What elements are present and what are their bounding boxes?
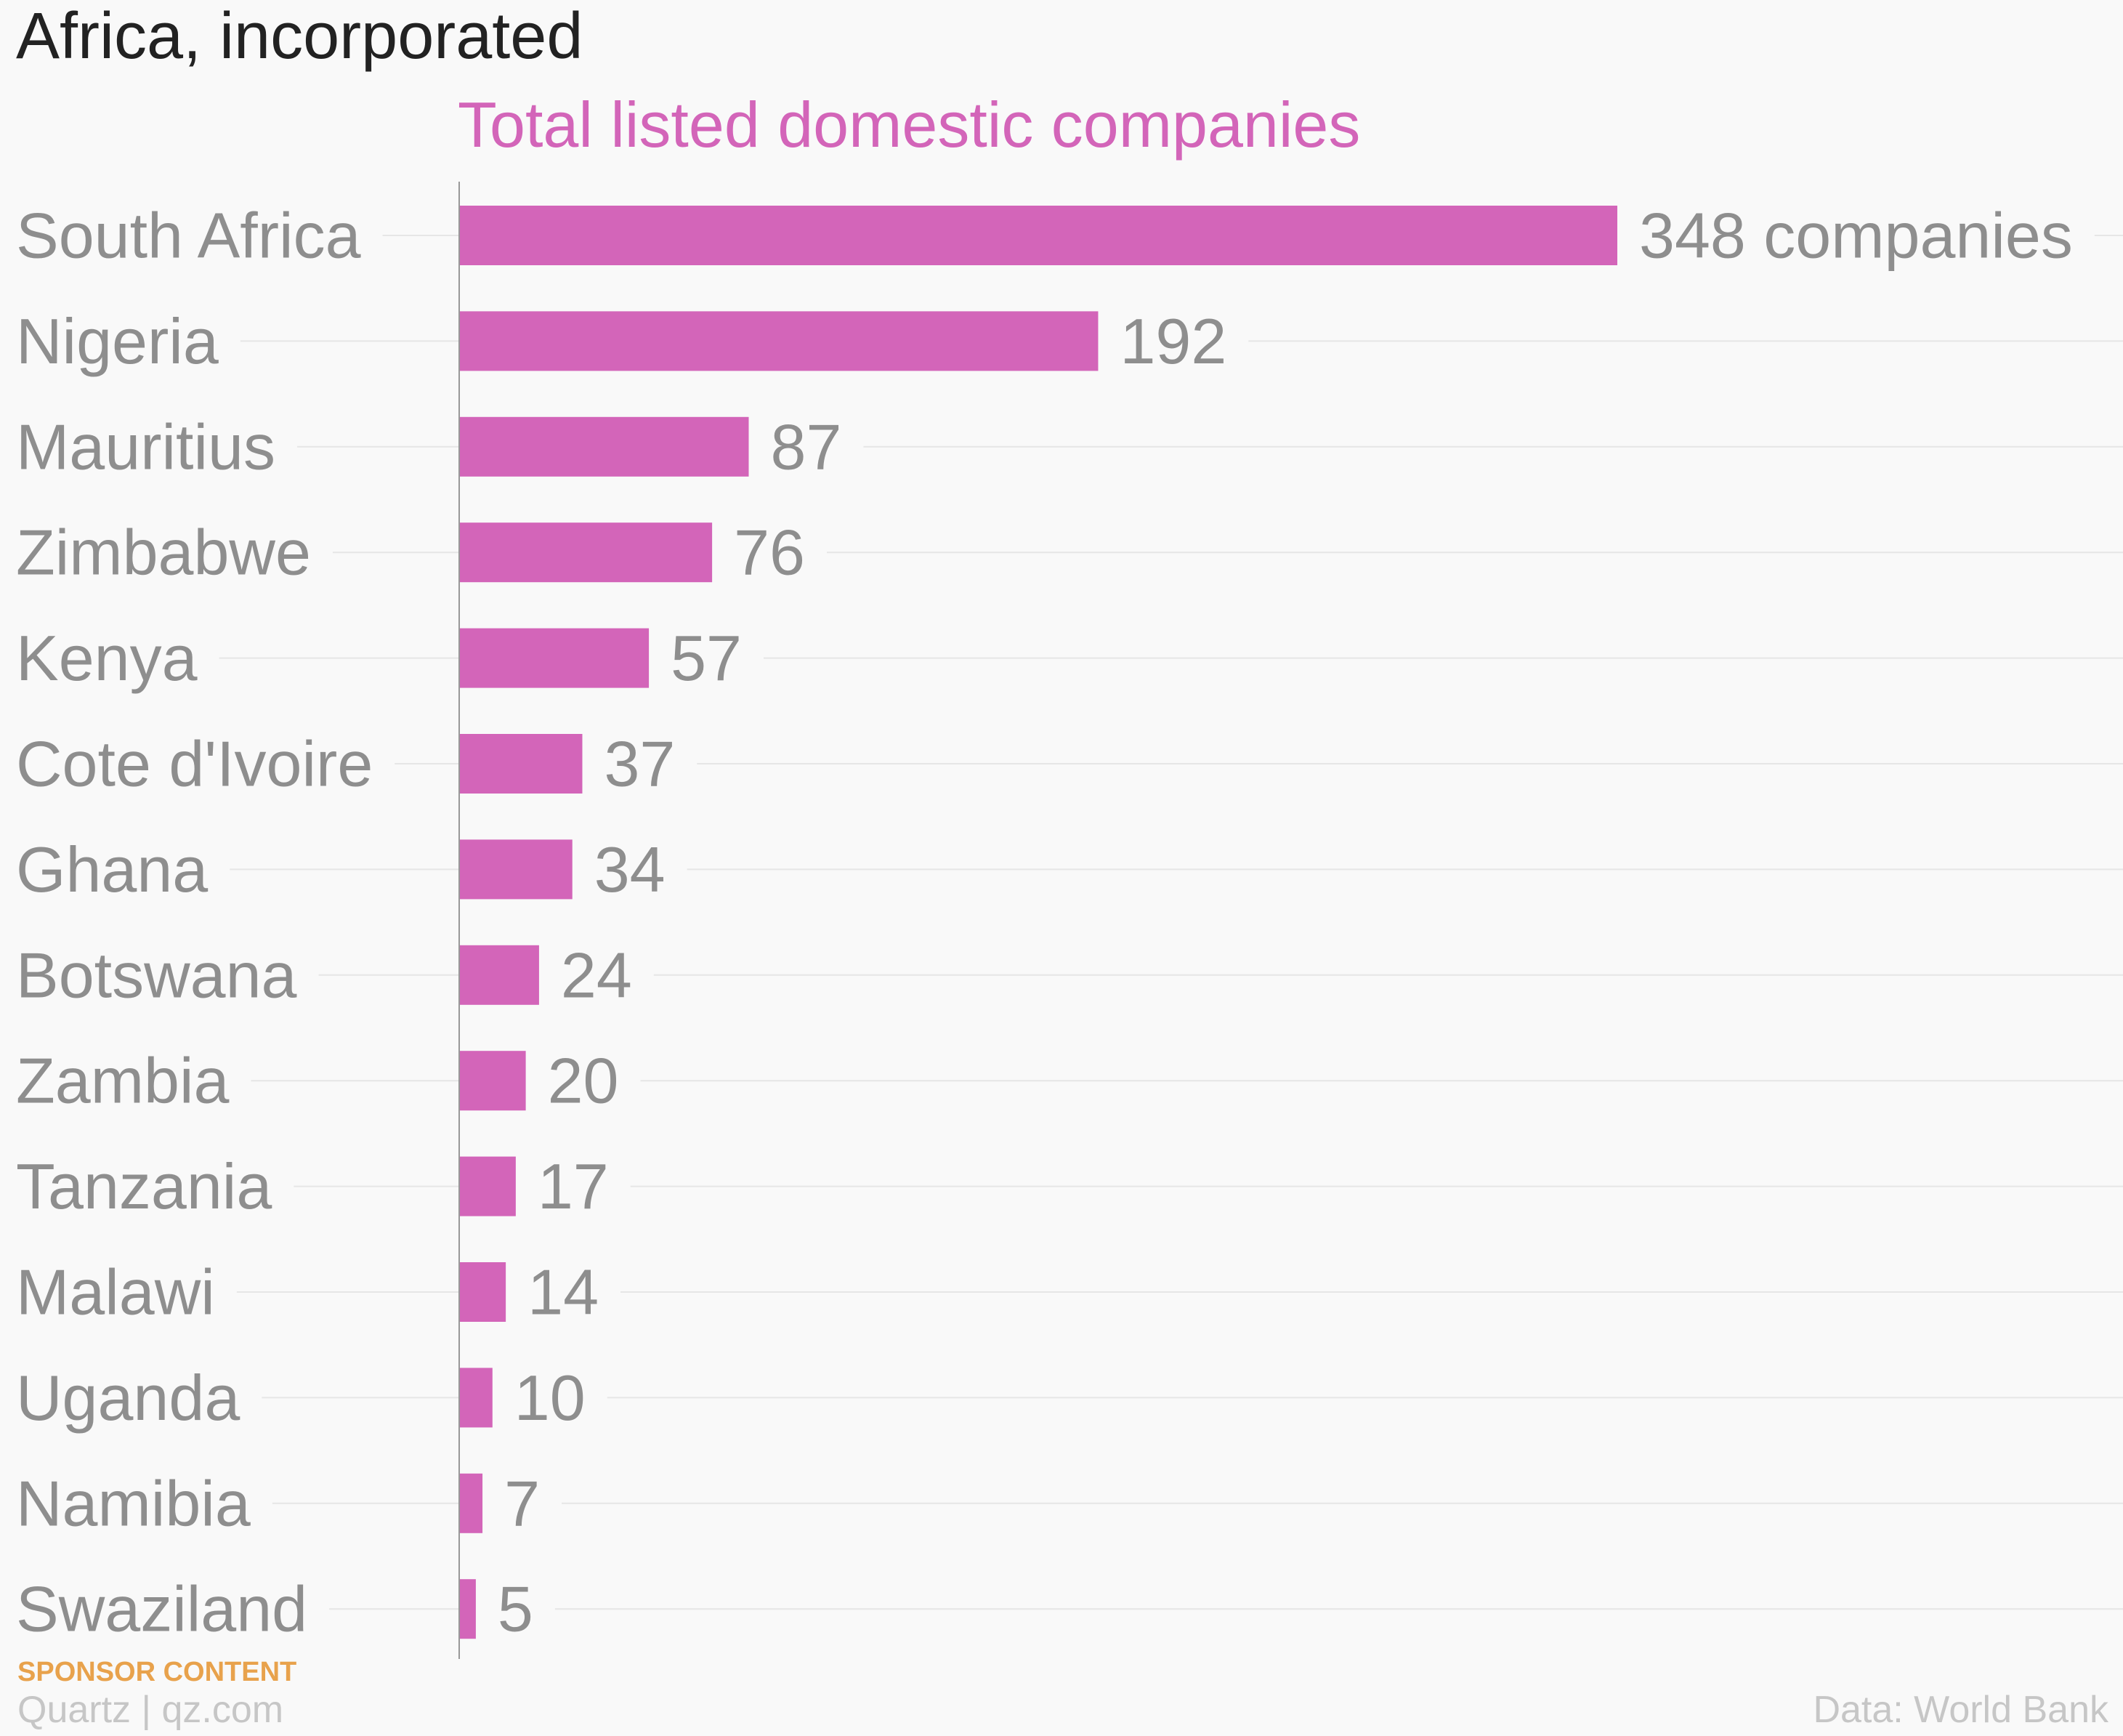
bar	[459, 945, 539, 1005]
category-label: Ghana	[16, 833, 208, 905]
category-label: South Africa	[16, 200, 361, 272]
category-label: Malawi	[16, 1256, 215, 1328]
value-label: 87	[771, 411, 842, 483]
category-labels: South Africa Nigeria Mauritius Zimbabwe Keny…	[16, 200, 373, 1645]
bar	[459, 311, 1099, 371]
value-label: 37	[604, 728, 675, 800]
chart-subtitle: Total listed domestic companies	[458, 89, 1360, 161]
category-label: Tanzania	[16, 1150, 272, 1222]
category-label: Kenya	[16, 622, 198, 694]
bar	[459, 1473, 483, 1533]
bar	[459, 839, 573, 900]
bar	[459, 1051, 526, 1111]
category-label: Botswana	[16, 939, 297, 1011]
value-label: 24	[561, 939, 632, 1011]
bar	[459, 206, 1617, 265]
category-label: Namibia	[16, 1467, 251, 1539]
bars	[459, 206, 1617, 1639]
value-label: 10	[514, 1362, 586, 1434]
value-label: 76	[734, 517, 805, 589]
chart-title: Africa, incorporated	[16, 0, 583, 73]
bar	[459, 1156, 516, 1216]
value-label: 14	[527, 1256, 599, 1328]
category-label: Cote d'Ivoire	[16, 728, 373, 800]
category-label: Zambia	[16, 1045, 229, 1117]
category-label: Zimbabwe	[16, 517, 311, 589]
category-label: Swaziland	[16, 1573, 307, 1645]
bar	[459, 734, 583, 794]
bar	[459, 1368, 493, 1428]
value-label: 348 companies	[1639, 200, 2073, 272]
credit-label: Quartz | qz.com	[17, 1689, 284, 1731]
source-label: Data: World Bank	[1813, 1689, 2108, 1731]
category-label: Uganda	[16, 1362, 240, 1434]
bar	[459, 1579, 476, 1639]
value-label: 17	[538, 1150, 609, 1222]
sponsor-label: SPONSOR CONTENT	[17, 1657, 297, 1687]
value-labels: 348 companies 192 87 76 57 37 34 24 20 17 14 10 7 5	[498, 200, 2073, 1645]
value-label: 20	[548, 1045, 619, 1117]
bar	[459, 416, 749, 477]
value-label: 192	[1120, 305, 1226, 377]
bar	[459, 628, 650, 688]
bar	[459, 522, 713, 583]
value-label: 57	[671, 622, 742, 694]
category-label: Mauritius	[16, 411, 275, 483]
bar	[459, 1262, 506, 1322]
value-label: 5	[498, 1573, 533, 1645]
value-label: 34	[594, 833, 666, 905]
category-label: Nigeria	[16, 305, 219, 377]
gridlines	[219, 235, 2123, 1610]
value-label: 7	[504, 1467, 540, 1539]
